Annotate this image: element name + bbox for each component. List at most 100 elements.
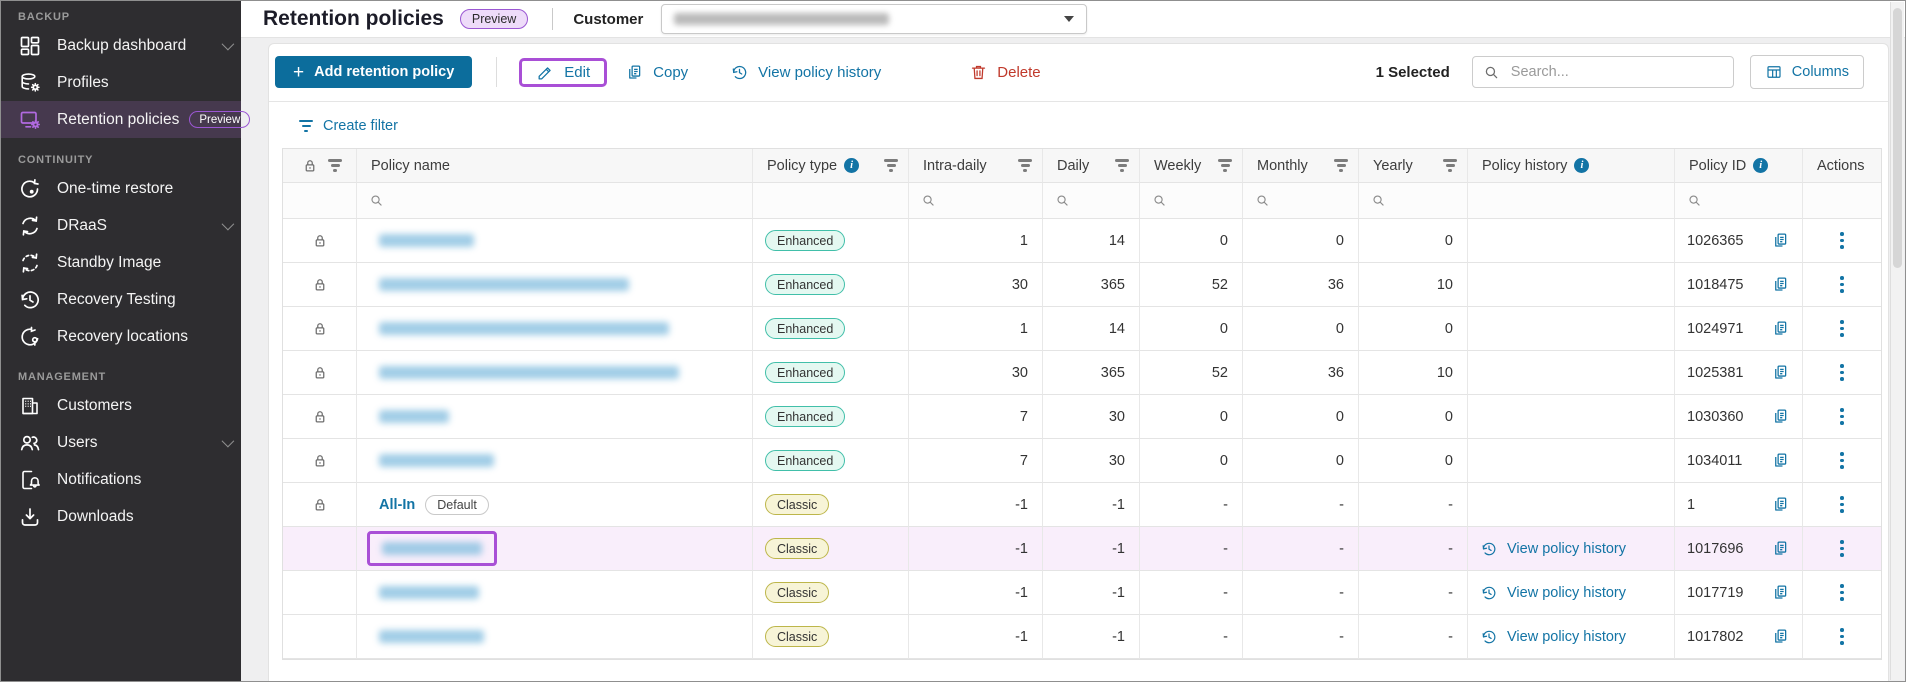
view-policy-history-link[interactable]: View policy history bbox=[1480, 584, 1626, 602]
sidebar-item-notifications[interactable]: Notifications bbox=[1, 461, 241, 498]
filter-icon[interactable] bbox=[1334, 159, 1348, 172]
policy-name-blurred[interactable] bbox=[379, 322, 669, 335]
table-row[interactable]: All-In Default Classic -1 -1 - - - 1 bbox=[283, 483, 1881, 527]
row-actions-menu-icon[interactable] bbox=[1836, 404, 1848, 428]
copy-policy-id-icon[interactable] bbox=[1771, 231, 1790, 250]
delete-button[interactable]: Delete bbox=[969, 63, 1041, 82]
sidebar-section-continuity: CONTINUITY bbox=[18, 154, 94, 166]
search-box[interactable] bbox=[1471, 56, 1734, 88]
columns-button[interactable]: Columns bbox=[1749, 55, 1864, 89]
table-row[interactable]: Enhanced 1 14 0 0 0 1024971 bbox=[283, 307, 1881, 351]
info-icon[interactable]: i bbox=[1753, 158, 1769, 173]
header-intra-daily[interactable]: Intra-daily bbox=[909, 149, 1043, 183]
sidebar-item-draas[interactable]: DRaaS bbox=[1, 207, 241, 244]
policy-name-blurred[interactable] bbox=[379, 454, 494, 467]
cell-daily: -1 bbox=[1043, 615, 1140, 659]
info-icon[interactable]: i bbox=[844, 158, 860, 173]
customer-select[interactable] bbox=[661, 4, 1088, 34]
table-row[interactable]: Enhanced 30 365 52 36 10 1025381 bbox=[283, 351, 1881, 395]
row-actions-menu-icon[interactable] bbox=[1836, 624, 1848, 648]
header-yearly[interactable]: Yearly bbox=[1359, 149, 1468, 183]
policy-name-blurred[interactable] bbox=[379, 410, 449, 423]
copy-policy-id-icon[interactable] bbox=[1771, 275, 1790, 294]
edit-button[interactable]: Edit bbox=[536, 63, 590, 82]
policy-name-blurred[interactable] bbox=[379, 586, 479, 599]
filter-actions bbox=[1803, 183, 1881, 219]
copy-policy-id-icon[interactable] bbox=[1771, 407, 1790, 426]
row-actions-menu-icon[interactable] bbox=[1836, 580, 1848, 604]
filter-icon[interactable] bbox=[1218, 159, 1232, 172]
sidebar-item-standby-image[interactable]: Standby Image bbox=[1, 244, 241, 281]
header-lock-column[interactable] bbox=[283, 149, 357, 183]
header-daily[interactable]: Daily bbox=[1043, 149, 1140, 183]
row-actions-menu-icon[interactable] bbox=[1836, 360, 1848, 384]
table-row[interactable]: Classic -1 -1 - - - View policy history … bbox=[283, 527, 1881, 571]
history-icon bbox=[1482, 586, 1496, 599]
header-policy-id[interactable]: Policy ID i bbox=[1675, 149, 1803, 183]
create-filter-link[interactable]: Create filter bbox=[299, 118, 398, 134]
table-row[interactable]: Classic -1 -1 - - - View policy history … bbox=[283, 615, 1881, 659]
header-policy-name[interactable]: Policy name bbox=[357, 149, 753, 183]
filter-intra-daily[interactable] bbox=[909, 183, 1043, 219]
filter-icon[interactable] bbox=[1018, 159, 1032, 172]
filter-weekly[interactable] bbox=[1140, 183, 1243, 219]
filter-icon[interactable] bbox=[1115, 159, 1129, 172]
sidebar-item-recovery-testing[interactable]: Recovery Testing bbox=[1, 281, 241, 318]
filter-icon[interactable] bbox=[884, 159, 898, 172]
copy-policy-id-icon[interactable] bbox=[1771, 319, 1790, 338]
view-policy-history-link[interactable]: View policy history bbox=[1480, 540, 1626, 558]
sidebar-item-recovery-locations[interactable]: Recovery locations bbox=[1, 318, 241, 355]
header-weekly[interactable]: Weekly bbox=[1140, 149, 1243, 183]
table-row[interactable]: Enhanced 30 365 52 36 10 1018475 bbox=[283, 263, 1881, 307]
vertical-scrollbar[interactable] bbox=[1890, 2, 1904, 680]
filter-policy-id[interactable] bbox=[1675, 183, 1803, 219]
sidebar-item-profiles[interactable]: Profiles bbox=[1, 64, 241, 101]
scrollbar-thumb[interactable] bbox=[1893, 8, 1902, 268]
filter-policy-name[interactable] bbox=[357, 183, 753, 219]
policy-name-blurred[interactable] bbox=[379, 630, 484, 643]
header-policy-type[interactable]: Policy type i bbox=[753, 149, 909, 183]
add-retention-policy-button[interactable]: + Add retention policy bbox=[275, 56, 473, 88]
filter-monthly[interactable] bbox=[1243, 183, 1359, 219]
policy-name-blurred[interactable] bbox=[379, 234, 474, 247]
sidebar-item-backup-dashboard[interactable]: Backup dashboard bbox=[1, 27, 241, 64]
header-policy-history[interactable]: Policy history i bbox=[1468, 149, 1675, 183]
policy-name-blurred[interactable] bbox=[379, 278, 629, 291]
sidebar-item-downloads[interactable]: Downloads bbox=[1, 498, 241, 535]
row-actions-menu-icon[interactable] bbox=[1836, 492, 1848, 516]
row-actions-menu-icon[interactable] bbox=[1836, 536, 1848, 560]
row-actions-menu-icon[interactable] bbox=[1836, 316, 1848, 340]
table-row[interactable]: Enhanced 7 30 0 0 0 1034011 bbox=[283, 439, 1881, 483]
row-actions-menu-icon[interactable] bbox=[1836, 448, 1848, 472]
sidebar-item-customers[interactable]: Customers bbox=[1, 387, 241, 424]
copy-policy-id-icon[interactable] bbox=[1771, 539, 1790, 558]
filter-icon[interactable] bbox=[1443, 159, 1457, 172]
cell-monthly: 36 bbox=[1243, 263, 1359, 307]
policy-name-link[interactable]: All-In bbox=[379, 496, 416, 513]
view-policy-history-button[interactable]: View policy history bbox=[730, 63, 881, 82]
info-icon[interactable]: i bbox=[1574, 158, 1590, 173]
copy-policy-id-icon[interactable] bbox=[1771, 363, 1790, 382]
row-actions-menu-icon[interactable] bbox=[1836, 228, 1848, 252]
policy-name-blurred-annotated[interactable] bbox=[367, 531, 497, 566]
table-row[interactable]: Enhanced 1 14 0 0 0 1026365 bbox=[283, 219, 1881, 263]
search-input[interactable] bbox=[1508, 63, 1723, 81]
filter-icon[interactable] bbox=[328, 159, 342, 172]
sidebar-item-retention-policies[interactable]: Retention policies Preview bbox=[1, 101, 251, 138]
sidebar-item-label: Recovery locations bbox=[57, 327, 188, 345]
row-actions-menu-icon[interactable] bbox=[1836, 272, 1848, 296]
view-policy-history-link[interactable]: View policy history bbox=[1480, 628, 1626, 646]
policy-name-blurred[interactable] bbox=[379, 366, 679, 379]
copy-policy-id-icon[interactable] bbox=[1771, 451, 1790, 470]
header-monthly[interactable]: Monthly bbox=[1243, 149, 1359, 183]
copy-policy-id-icon[interactable] bbox=[1771, 495, 1790, 514]
sidebar-item-one-time-restore[interactable]: One-time restore bbox=[1, 170, 241, 207]
table-row[interactable]: Classic -1 -1 - - - View policy history … bbox=[283, 571, 1881, 615]
table-row[interactable]: Enhanced 7 30 0 0 0 1030360 bbox=[283, 395, 1881, 439]
sidebar-item-users[interactable]: Users bbox=[1, 424, 241, 461]
copy-policy-id-icon[interactable] bbox=[1771, 627, 1790, 646]
copy-button[interactable]: Copy bbox=[625, 63, 688, 82]
filter-daily[interactable] bbox=[1043, 183, 1140, 219]
copy-policy-id-icon[interactable] bbox=[1771, 583, 1790, 602]
filter-yearly[interactable] bbox=[1359, 183, 1468, 219]
